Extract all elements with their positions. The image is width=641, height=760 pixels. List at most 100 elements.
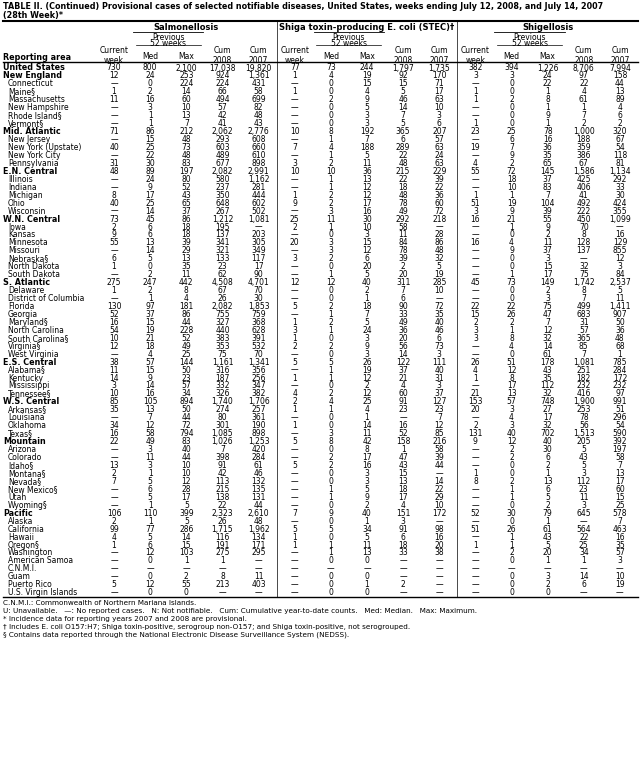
Text: 18: 18 <box>146 342 155 351</box>
Text: 24: 24 <box>362 326 372 335</box>
Text: 172: 172 <box>613 374 627 382</box>
Text: 99: 99 <box>109 524 119 534</box>
Text: —: — <box>472 111 479 120</box>
Text: 12: 12 <box>435 421 444 430</box>
Text: 112: 112 <box>577 477 591 486</box>
Text: 12: 12 <box>326 278 336 287</box>
Text: 11: 11 <box>362 540 372 549</box>
Text: 1: 1 <box>328 492 333 502</box>
Text: 2: 2 <box>401 580 406 589</box>
Text: 3: 3 <box>401 517 406 526</box>
Text: 78: 78 <box>543 127 553 136</box>
Text: 4: 4 <box>184 294 188 303</box>
Text: 3: 3 <box>148 461 153 470</box>
Text: 58: 58 <box>146 429 155 439</box>
Text: 17: 17 <box>254 262 263 271</box>
Text: 3: 3 <box>292 255 297 263</box>
Text: 2: 2 <box>328 255 333 263</box>
Text: 83: 83 <box>181 437 191 446</box>
Text: (28th Week)*: (28th Week)* <box>3 11 63 20</box>
Text: 0: 0 <box>509 350 514 359</box>
Text: 425: 425 <box>576 175 591 184</box>
Text: 9: 9 <box>148 182 153 192</box>
Text: 15: 15 <box>398 79 408 88</box>
Text: 26: 26 <box>362 358 372 366</box>
Text: 137: 137 <box>215 230 229 239</box>
Text: 0: 0 <box>509 469 514 478</box>
Text: 22: 22 <box>399 175 408 184</box>
Text: Current
week: Current week <box>280 46 309 65</box>
Text: 660: 660 <box>251 143 266 152</box>
Text: 7: 7 <box>581 294 587 303</box>
Text: 1,253: 1,253 <box>248 437 269 446</box>
Text: 353: 353 <box>215 342 229 351</box>
Text: 332: 332 <box>215 382 229 391</box>
Text: —: — <box>472 492 479 502</box>
Text: 48: 48 <box>181 151 191 160</box>
Text: 2: 2 <box>112 223 117 232</box>
Text: 212: 212 <box>179 127 194 136</box>
Text: 2: 2 <box>328 159 333 168</box>
Text: 3: 3 <box>473 71 478 81</box>
Text: TABLE II. (Continued) Provisional cases of selected notifiable diseases, United : TABLE II. (Continued) Provisional cases … <box>3 2 603 11</box>
Text: 17: 17 <box>543 271 553 279</box>
Text: 7: 7 <box>184 119 188 128</box>
Text: 0: 0 <box>328 111 333 120</box>
Text: —: — <box>110 453 118 462</box>
Text: 14: 14 <box>435 477 444 486</box>
Text: 0: 0 <box>365 588 369 597</box>
Text: 3: 3 <box>148 445 153 454</box>
Text: 392: 392 <box>613 437 627 446</box>
Text: —: — <box>291 556 299 565</box>
Text: Montana§: Montana§ <box>8 469 46 478</box>
Text: 1: 1 <box>292 318 297 327</box>
Text: —: — <box>399 565 407 573</box>
Text: —: — <box>291 517 299 526</box>
Text: 5: 5 <box>365 533 369 542</box>
Text: 4: 4 <box>617 103 622 112</box>
Text: —: — <box>146 565 154 573</box>
Text: 77: 77 <box>146 524 155 534</box>
Text: 0: 0 <box>509 111 514 120</box>
Text: 26: 26 <box>218 294 228 303</box>
Text: 1,900: 1,900 <box>573 397 595 407</box>
Text: 1: 1 <box>148 501 153 510</box>
Text: 22: 22 <box>110 437 119 446</box>
Text: 2: 2 <box>509 445 514 454</box>
Text: 12: 12 <box>507 366 516 375</box>
Text: 63: 63 <box>435 95 444 104</box>
Text: 11: 11 <box>362 159 372 168</box>
Text: 1: 1 <box>112 262 117 271</box>
Text: 15: 15 <box>362 239 372 248</box>
Text: Previous: Previous <box>152 33 185 42</box>
Text: 40: 40 <box>435 318 444 327</box>
Text: 0: 0 <box>509 580 514 589</box>
Text: 47: 47 <box>398 453 408 462</box>
Text: 52 weeks: 52 weeks <box>150 39 187 48</box>
Text: Maryland§: Maryland§ <box>8 318 47 327</box>
Text: 22: 22 <box>507 302 516 311</box>
Text: 2: 2 <box>473 318 478 327</box>
Text: 1: 1 <box>473 87 478 97</box>
Text: 70: 70 <box>579 223 588 232</box>
Text: 2: 2 <box>328 191 333 200</box>
Text: 23: 23 <box>181 374 191 382</box>
Text: 48: 48 <box>398 191 408 200</box>
Text: 2: 2 <box>545 230 550 239</box>
Text: 78: 78 <box>579 413 588 423</box>
Text: 55: 55 <box>543 214 553 223</box>
Text: Massachusetts: Massachusetts <box>8 95 65 104</box>
Text: 648: 648 <box>215 198 229 207</box>
Text: 103: 103 <box>179 549 194 557</box>
Text: —: — <box>472 572 479 581</box>
Text: 1: 1 <box>184 556 188 565</box>
Text: 0: 0 <box>509 572 514 581</box>
Text: 1: 1 <box>473 469 478 478</box>
Text: Louisiana: Louisiana <box>8 413 44 423</box>
Text: 191: 191 <box>215 540 229 549</box>
Text: 1: 1 <box>473 95 478 104</box>
Text: —: — <box>291 549 299 557</box>
Text: 247: 247 <box>143 278 158 287</box>
Text: 391: 391 <box>251 334 266 343</box>
Text: Shigellosis: Shigellosis <box>522 23 573 32</box>
